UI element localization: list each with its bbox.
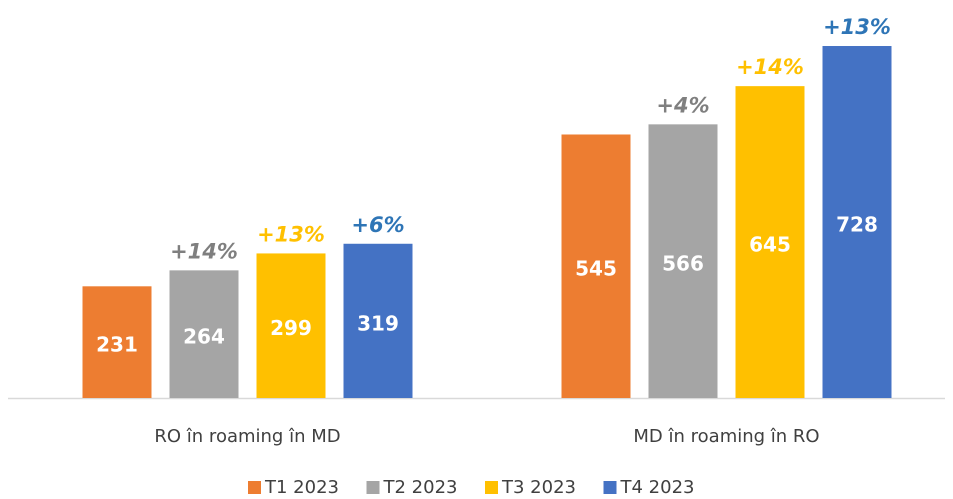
growth-label: +14% [170,239,238,263]
legend-swatch [248,481,261,494]
legend-label: T2 2023 [383,477,458,498]
data-label: 566 [662,252,704,276]
bar [648,124,718,399]
bar [82,286,152,398]
legend-swatch [366,481,380,494]
bar [735,86,805,398]
data-label: 545 [575,257,617,281]
x-tick-label: MD în roaming în RO [633,426,819,447]
growth-label: +14% [736,55,804,79]
data-label: 728 [836,213,878,237]
data-label: 319 [357,311,399,335]
growth-label: +13% [823,15,891,39]
legend-label: T4 2023 [620,477,695,498]
data-label: 645 [749,233,791,257]
x-tick-label: RO în roaming în MD [154,426,340,447]
legend-swatch [485,481,498,494]
legend-label: T1 2023 [264,477,339,498]
growth-label: +6% [351,213,404,237]
data-label: 231 [96,333,138,357]
growth-label: +4% [656,93,709,117]
data-label: 299 [270,316,312,340]
bar [822,46,892,399]
bar [169,270,239,398]
data-label: 264 [183,325,225,349]
legend-label: T3 2023 [501,477,576,498]
bar [343,243,413,398]
growth-label: +13% [257,222,325,246]
legend-swatch [603,481,617,494]
bar [256,253,326,398]
bar [561,134,631,398]
